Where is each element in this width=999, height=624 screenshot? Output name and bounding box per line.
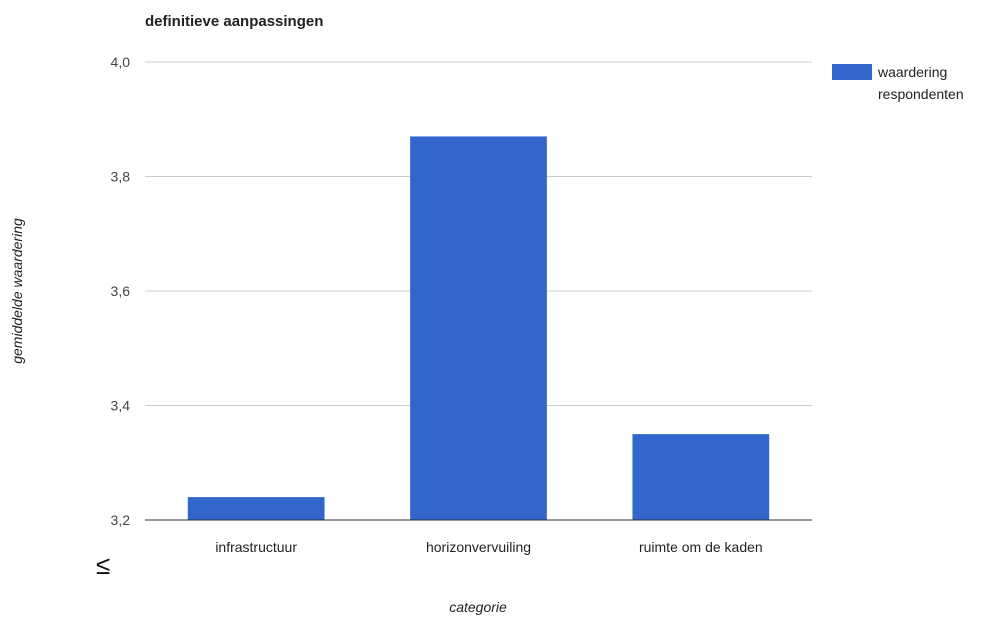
- x-tick-label: horizonvervuiling: [426, 539, 531, 555]
- x-axis-label: categorie: [449, 599, 507, 615]
- legend-label-line: waardering: [877, 64, 947, 80]
- y-tick-label: 3,2: [111, 512, 131, 528]
- y-axis-ticks: 3,2 3,4 3,6 3,8 4,0: [111, 54, 131, 528]
- y-axis-label: gemiddelde waardering: [9, 218, 25, 364]
- bar: [187, 497, 325, 520]
- x-tick-label: ruimte om de kaden: [639, 539, 763, 555]
- y-tick-label: 3,4: [111, 398, 131, 414]
- legend-label-line: respondenten: [878, 86, 964, 102]
- y-tick-label: 4,0: [111, 54, 131, 70]
- x-tick-label: infrastructuur: [215, 539, 297, 555]
- chart-title: definitieve aanpassingen: [145, 13, 323, 30]
- bars: [187, 136, 770, 521]
- x-axis-ticks: infrastructuur horizonvervuiling ruimte om…: [215, 539, 762, 555]
- legend: waardering respondenten: [832, 64, 964, 102]
- bar: [632, 434, 770, 520]
- y-tick-label: 3,6: [111, 283, 131, 299]
- legend-label: waardering respondenten: [877, 64, 964, 102]
- corner-glyph: ≤: [96, 550, 110, 580]
- legend-swatch: [832, 64, 872, 80]
- bar: [410, 136, 547, 521]
- y-tick-label: 3,8: [111, 169, 131, 185]
